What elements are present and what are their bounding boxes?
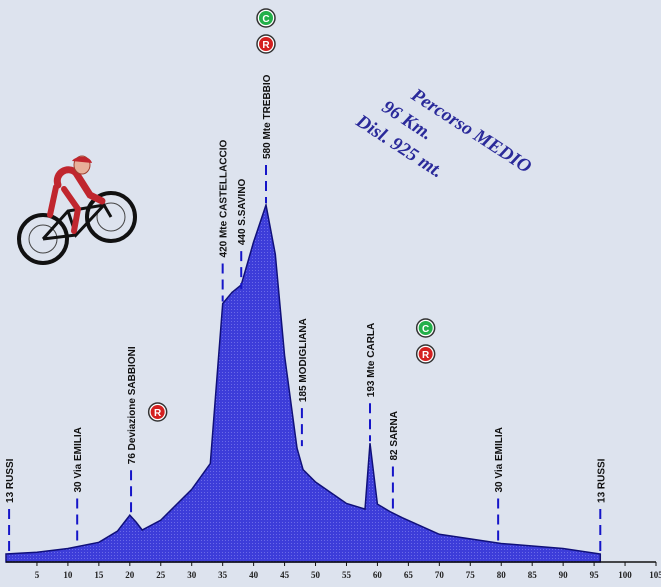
x-tick-label-100: 100 [618, 570, 632, 580]
stop-badge-C-0 [259, 11, 273, 25]
location-label-1: 30 Via EMILIA [73, 427, 84, 492]
location-label-10: 13 RUSSI [596, 458, 607, 503]
location-label-6: 185 MODIGLIANA [298, 318, 309, 402]
x-tick-label-35: 35 [218, 570, 228, 580]
x-tick-label-65: 65 [404, 570, 414, 580]
x-tick-label-10: 10 [63, 570, 73, 580]
x-tick-label-55: 55 [342, 570, 352, 580]
location-label-2: 76 Deviazione SABBIONI [127, 346, 138, 464]
plot-area: 5 10 15 20 25 30 35 40 45 50 55 60 65 70 75 80 85 90 95 100… [5, 8, 661, 580]
stop-badge-R-2 [418, 347, 433, 361]
x-tick-label-5: 5 [35, 570, 40, 580]
x-tick-label-75: 75 [466, 570, 476, 580]
x-tick-label-15: 15 [94, 570, 104, 580]
x-tick-label-80: 80 [497, 570, 507, 580]
stop-badge-C-2 [418, 321, 433, 335]
x-tick-label-70: 70 [435, 570, 445, 580]
stop-badge-letter-2-0: C [422, 324, 429, 335]
x-tick-label-45: 45 [280, 570, 290, 580]
stop-badge-letter-0-0: C [262, 14, 269, 25]
location-label-7: 193 Mte CARLA [366, 323, 377, 397]
location-label-5: 580 Mte TREBBIO [262, 74, 273, 159]
location-label-4: 440 S.SAVINO [237, 178, 248, 245]
x-tick-label-90: 90 [559, 570, 569, 580]
x-tick-label-105: 105 [649, 570, 661, 580]
location-label-0: 13 RUSSI [5, 458, 16, 503]
stop-badge-letter-0-1: R [262, 40, 270, 51]
elevation-area [5, 202, 602, 563]
stop-badge-R-0 [259, 37, 273, 51]
chart-title: Percorso MEDIO 96 Km. Disl. 925 mt. [351, 84, 535, 182]
location-label-8: 82 SARNA [389, 411, 400, 460]
x-tick-label-85: 85 [528, 570, 538, 580]
stop-badge-letter-1-0: R [154, 408, 162, 419]
x-tick-label-25: 25 [156, 570, 166, 580]
x-tick-label-40: 40 [249, 570, 259, 580]
stop-badge-R-1 [150, 405, 165, 419]
location-label-9: 30 Via EMILIA [494, 427, 505, 492]
x-tick-label-95: 95 [590, 570, 600, 580]
cyclist-icon [17, 155, 137, 265]
x-tick-label-50: 50 [311, 570, 321, 580]
x-tick-label-60: 60 [373, 570, 383, 580]
x-tick-label-20: 20 [125, 570, 135, 580]
stop-badge-letter-2-1: R [422, 350, 430, 361]
location-label-3: 420 Mte CASTELLACCIO [219, 139, 230, 257]
x-tick-label-30: 30 [187, 570, 197, 580]
